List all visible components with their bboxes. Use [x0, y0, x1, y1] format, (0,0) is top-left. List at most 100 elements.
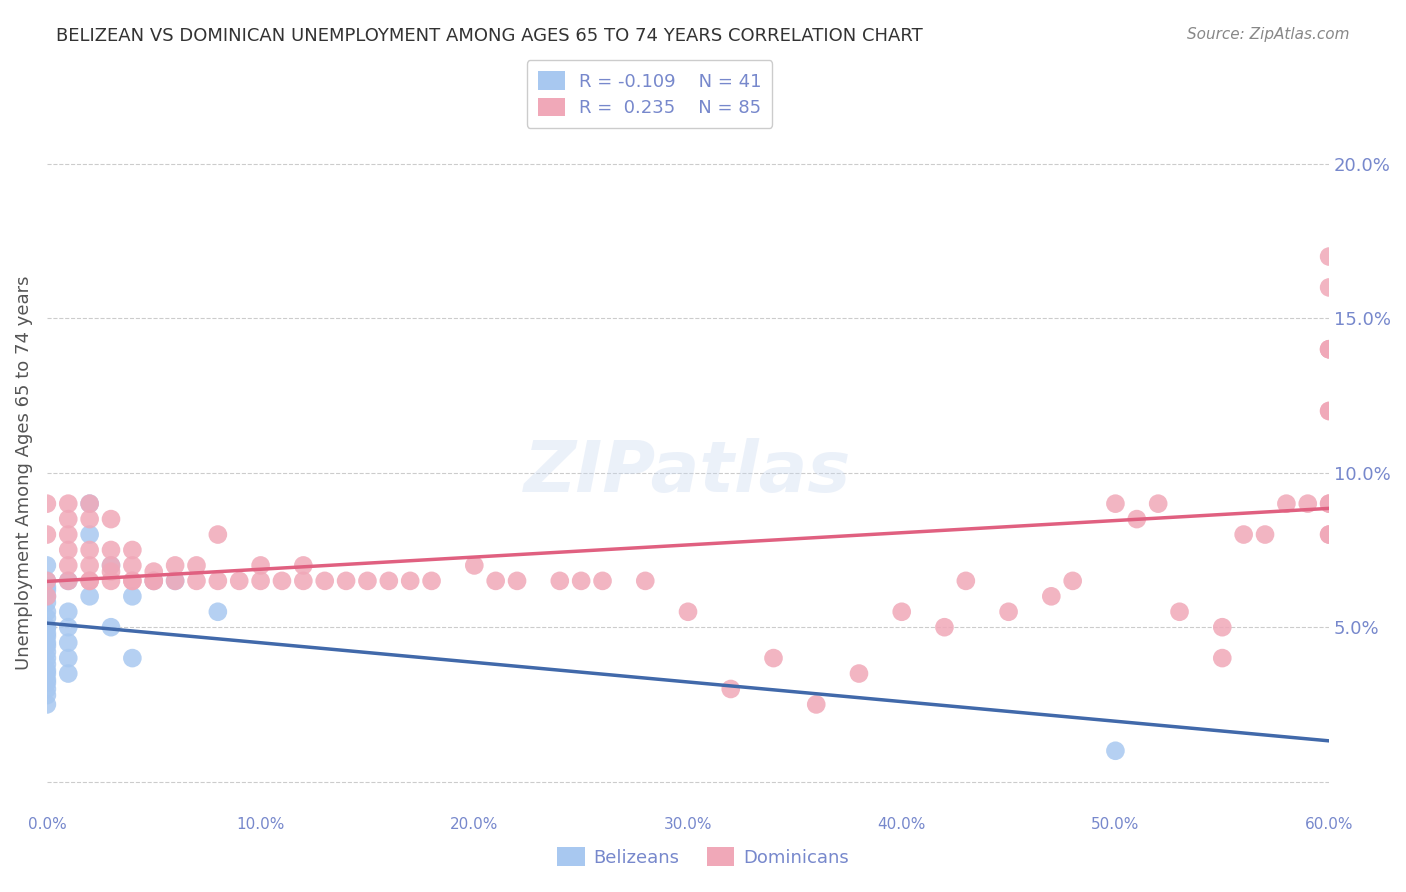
Point [335, 574, 357, 588]
Point [58, 574, 80, 588]
Point [121, 651, 143, 665]
Point [35, 630, 58, 644]
Point [58, 558, 80, 573]
Point [1317, 280, 1340, 294]
Point [142, 574, 165, 588]
Point [271, 574, 294, 588]
Point [35, 664, 58, 678]
Point [142, 565, 165, 579]
Point [1211, 620, 1233, 634]
Point [100, 512, 122, 526]
Point [35, 590, 58, 604]
Point [35, 657, 58, 672]
Point [142, 574, 165, 588]
Point [207, 574, 229, 588]
Point [35, 497, 58, 511]
Point [35, 605, 58, 619]
Point [1126, 512, 1149, 526]
Point [1104, 744, 1126, 758]
Point [35, 698, 58, 712]
Point [79, 497, 101, 511]
Point [485, 574, 508, 588]
Point [955, 574, 977, 588]
Point [1254, 527, 1277, 541]
Point [58, 651, 80, 665]
Point [463, 558, 485, 573]
Point [35, 583, 58, 598]
Point [79, 527, 101, 541]
Point [314, 574, 336, 588]
Point [228, 574, 250, 588]
Point [1168, 605, 1191, 619]
Point [207, 527, 229, 541]
Point [1317, 497, 1340, 511]
Point [121, 558, 143, 573]
Text: BELIZEAN VS DOMINICAN UNEMPLOYMENT AMONG AGES 65 TO 74 YEARS CORRELATION CHART: BELIZEAN VS DOMINICAN UNEMPLOYMENT AMONG… [56, 27, 922, 45]
Point [890, 605, 912, 619]
Point [548, 574, 571, 588]
Point [35, 626, 58, 640]
Point [1275, 497, 1298, 511]
Point [399, 574, 422, 588]
Point [100, 558, 122, 573]
Point [1317, 342, 1340, 356]
Point [35, 574, 58, 588]
Point [58, 574, 80, 588]
Legend: Belizeans, Dominicans: Belizeans, Dominicans [550, 840, 856, 874]
Point [100, 543, 122, 558]
Text: Source: ZipAtlas.com: Source: ZipAtlas.com [1187, 27, 1350, 42]
Point [292, 574, 315, 588]
Point [720, 681, 742, 696]
Point [1317, 404, 1340, 418]
Point [142, 574, 165, 588]
Point [79, 543, 101, 558]
Point [35, 645, 58, 659]
Point [1317, 527, 1340, 541]
Point [100, 620, 122, 634]
Point [35, 620, 58, 634]
Point [1233, 527, 1256, 541]
Point [1317, 342, 1340, 356]
Point [58, 512, 80, 526]
Point [35, 611, 58, 625]
Point [35, 651, 58, 665]
Point [35, 620, 58, 634]
Point [378, 574, 401, 588]
Point [58, 620, 80, 634]
Point [58, 497, 80, 511]
Point [1040, 590, 1063, 604]
Point [997, 605, 1019, 619]
Point [165, 558, 187, 573]
Point [58, 605, 80, 619]
Point [79, 497, 101, 511]
Point [79, 574, 101, 588]
Point [165, 574, 187, 588]
Point [249, 558, 271, 573]
Point [121, 590, 143, 604]
Point [1317, 527, 1340, 541]
Point [165, 574, 187, 588]
Point [121, 574, 143, 588]
Point [634, 574, 657, 588]
Point [292, 558, 315, 573]
Point [35, 635, 58, 649]
Point [35, 673, 58, 687]
Point [35, 580, 58, 594]
Point [35, 558, 58, 573]
Point [79, 512, 101, 526]
Point [79, 558, 101, 573]
Point [186, 574, 208, 588]
Point [848, 666, 870, 681]
Point [35, 666, 58, 681]
Point [207, 605, 229, 619]
Y-axis label: Unemployment Among Ages 65 to 74 years: Unemployment Among Ages 65 to 74 years [15, 276, 32, 670]
Point [569, 574, 592, 588]
Point [1317, 342, 1340, 356]
Point [121, 574, 143, 588]
Point [806, 698, 828, 712]
Point [35, 574, 58, 588]
Point [58, 635, 80, 649]
Point [35, 688, 58, 702]
Point [1317, 497, 1340, 511]
Point [35, 590, 58, 604]
